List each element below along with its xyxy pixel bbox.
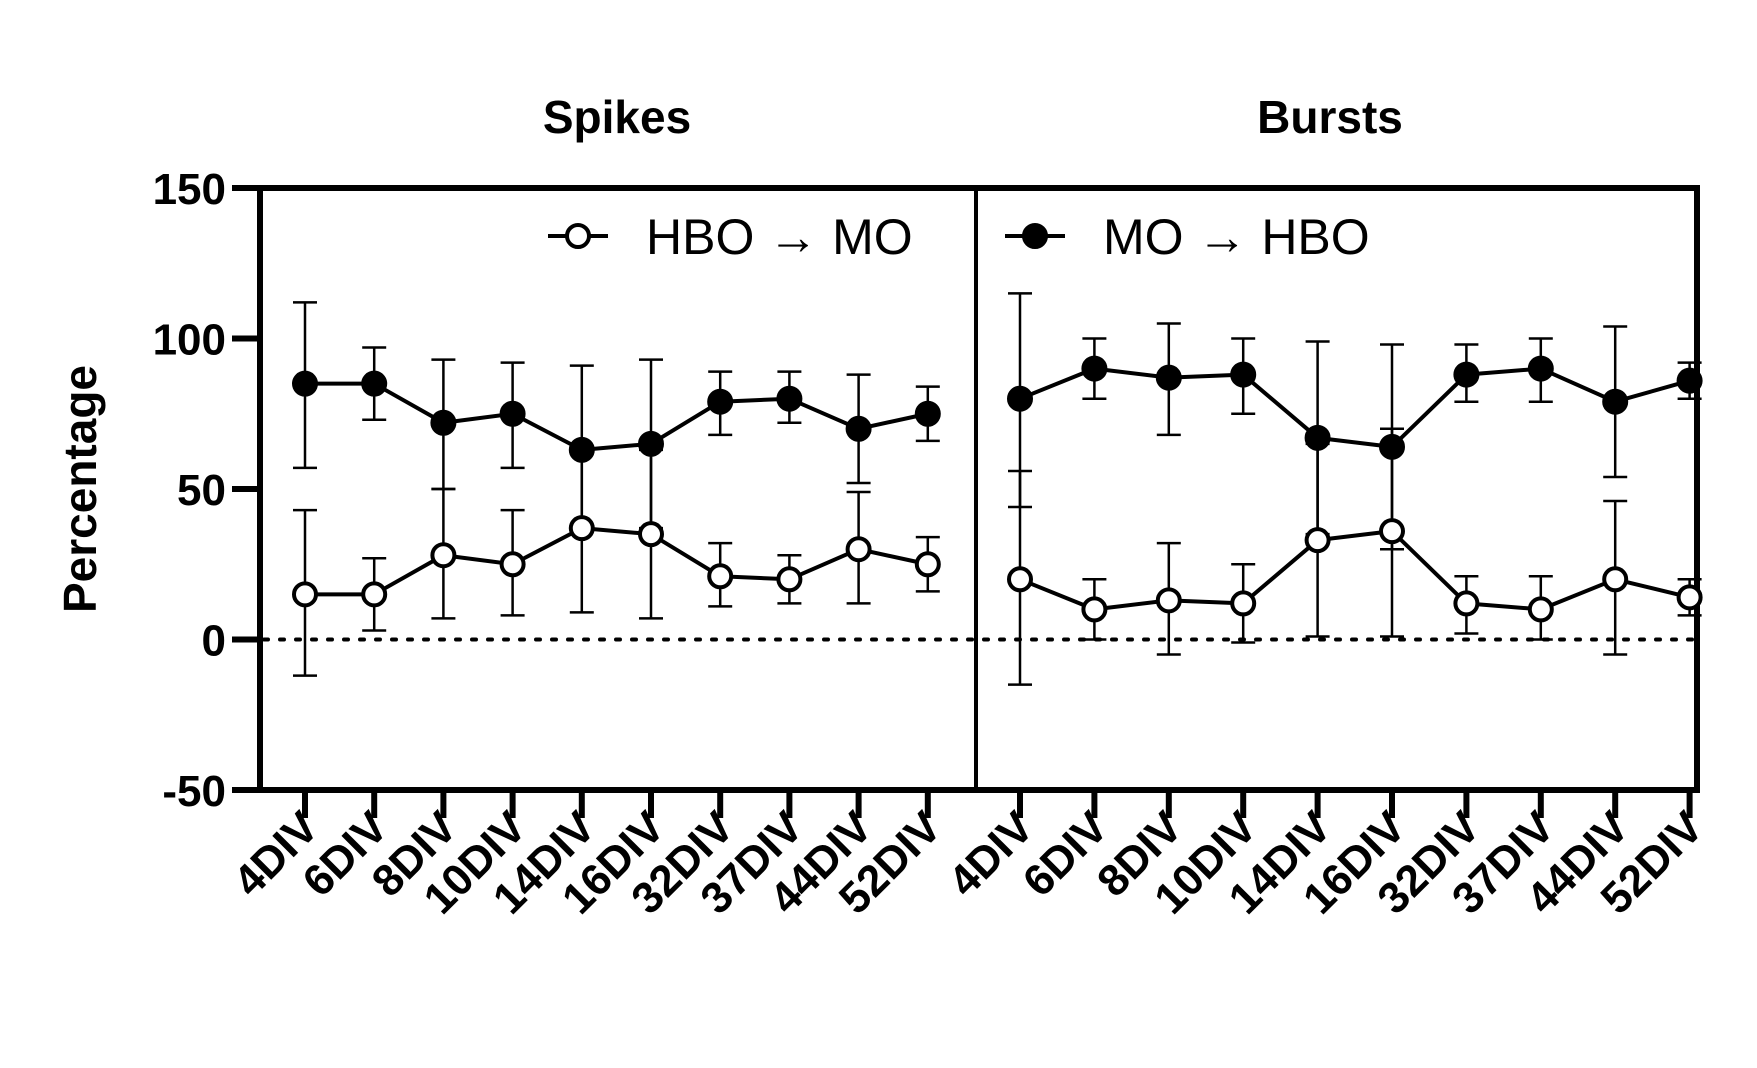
data-point-hbo-to-mo	[292, 581, 318, 608]
data-point-mo-to-hbo	[845, 415, 872, 442]
data-point-mo-to-hbo	[1230, 361, 1257, 388]
data-point-mo-to-hbo	[1155, 364, 1182, 391]
data-point-hbo-to-mo	[499, 551, 526, 578]
data-point-hbo-to-mo	[1379, 518, 1405, 545]
panel-title-spikes: Spikes	[543, 91, 691, 143]
legend-marker-mo-to-hbo	[1022, 223, 1048, 249]
legend-label-hbo-to-mo: HBO → MO	[646, 209, 913, 265]
y-tick-label: 50	[177, 466, 226, 515]
data-point-hbo-to-mo	[914, 551, 941, 578]
data-point-mo-to-hbo	[1081, 355, 1108, 382]
data-point-hbo-to-mo	[1453, 590, 1480, 617]
data-point-mo-to-hbo	[361, 370, 388, 397]
data-point-hbo-to-mo	[1527, 596, 1554, 623]
axes-layer	[232, 185, 1700, 818]
data-point-hbo-to-mo	[430, 542, 457, 569]
series-line-hbo-to-mo	[305, 526, 929, 597]
data-point-mo-to-hbo	[292, 370, 318, 397]
data-point-mo-to-hbo	[914, 400, 941, 427]
legend-marker-hbo-to-mo	[565, 223, 591, 249]
data-point-hbo-to-mo	[1007, 566, 1033, 593]
data-point-hbo-to-mo	[1230, 590, 1257, 617]
data-point-hbo-to-mo	[638, 521, 664, 548]
y-axis-label: Percentage	[54, 365, 106, 613]
legend-layer: HBO → MO MO → HBO	[548, 209, 1370, 265]
data-point-mo-to-hbo	[1453, 361, 1480, 388]
data-point-mo-to-hbo	[1007, 385, 1033, 412]
data-point-hbo-to-mo	[1304, 527, 1331, 554]
data-point-hbo-to-mo	[1081, 596, 1108, 623]
x-tick-label: 6DIV	[1014, 802, 1118, 906]
data-point-hbo-to-mo	[707, 563, 734, 590]
y-tick-label: 100	[153, 316, 226, 365]
data-point-mo-to-hbo	[707, 388, 734, 415]
data-point-hbo-to-mo	[1602, 566, 1629, 593]
legend-label-mo-to-hbo: MO → HBO	[1103, 209, 1370, 265]
data-point-mo-to-hbo	[430, 409, 457, 436]
data-point-hbo-to-mo	[1155, 587, 1182, 614]
panel-title-bursts: Bursts	[1257, 91, 1403, 143]
data-point-mo-to-hbo	[1527, 355, 1554, 382]
data-point-hbo-to-mo	[361, 581, 388, 608]
y-tick-label: 0	[202, 617, 226, 666]
data-point-hbo-to-mo	[568, 515, 595, 542]
series-line-mo-to-hbo	[305, 381, 929, 452]
data-point-hbo-to-mo	[1676, 584, 1703, 611]
y-tick-label: 150	[153, 165, 226, 214]
data-point-mo-to-hbo	[776, 385, 803, 412]
series-layer	[292, 292, 1703, 686]
data-point-mo-to-hbo	[1602, 388, 1629, 415]
plot-frame	[257, 185, 1700, 793]
data-point-mo-to-hbo	[499, 400, 526, 427]
data-point-mo-to-hbo	[1676, 367, 1703, 394]
y-tick-label: -50	[162, 767, 226, 816]
series-line-hbo-to-mo	[1019, 529, 1691, 612]
data-point-hbo-to-mo	[845, 536, 872, 563]
series-line-mo-to-hbo	[1019, 366, 1691, 449]
data-point-hbo-to-mo	[776, 566, 803, 593]
x-tick-label: 4DIV	[939, 802, 1043, 906]
